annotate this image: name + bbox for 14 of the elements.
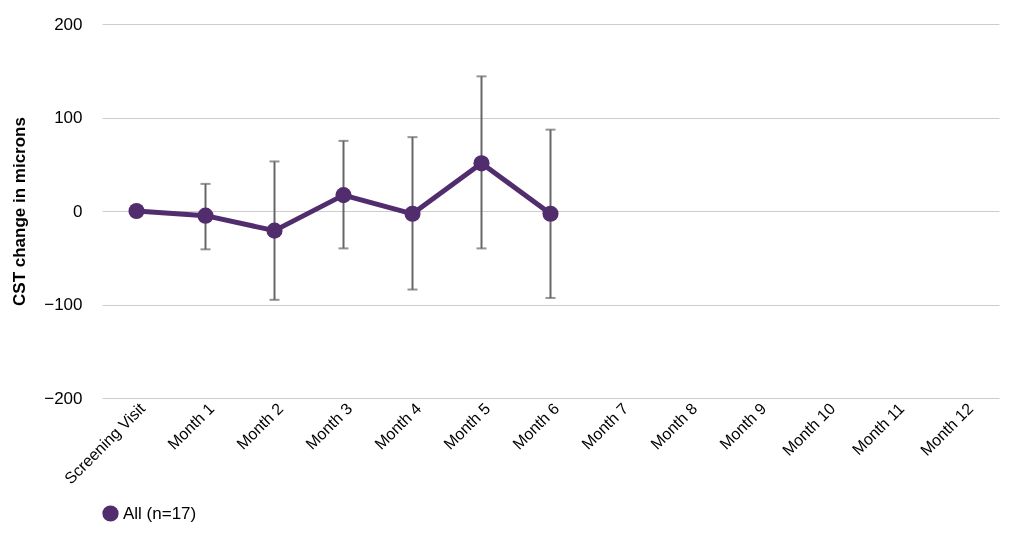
point	[542, 205, 559, 222]
point	[404, 205, 421, 222]
y-tick-label: 200	[54, 14, 83, 34]
y-tick-label: −100	[44, 295, 83, 314]
point	[335, 187, 352, 204]
point	[197, 207, 214, 224]
y-tick-label: 100	[54, 108, 83, 127]
point	[266, 222, 283, 239]
point	[128, 202, 145, 220]
y-tick-label: −200	[44, 388, 83, 408]
y-axis-title: CST change in microns	[10, 117, 30, 306]
legend-label: All (n=17)	[123, 503, 197, 523]
y-tick-label: 0	[73, 201, 83, 221]
point	[473, 155, 490, 172]
